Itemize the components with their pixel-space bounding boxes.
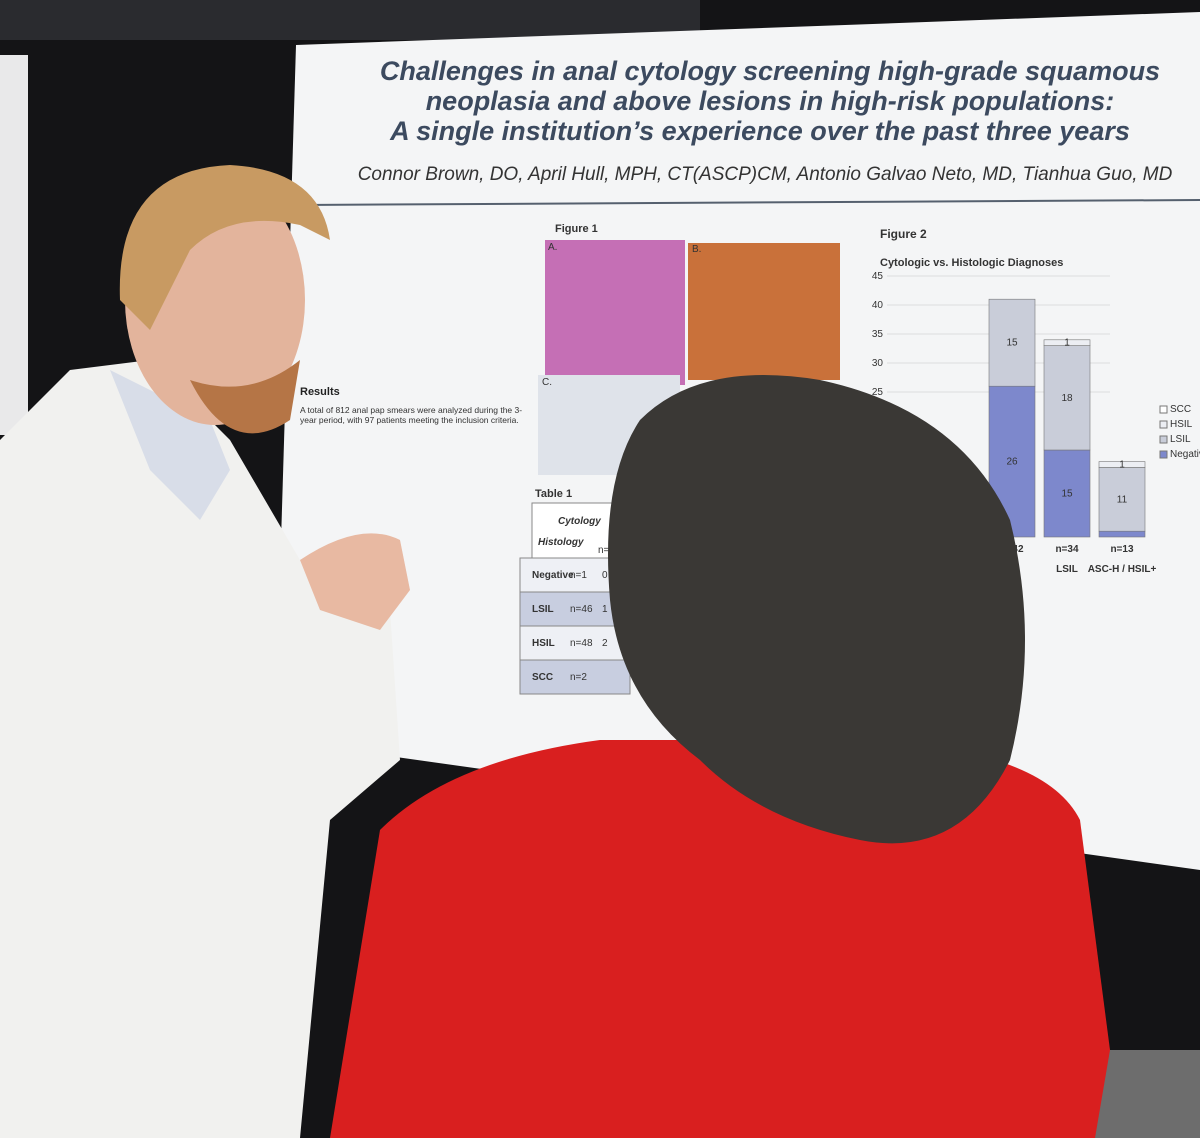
bar-segment [1043, 345, 1091, 451]
side-poster [0, 55, 28, 435]
lab-coat [0, 360, 400, 1138]
y-tick-label: 25 [872, 387, 884, 398]
y-tick-label: 45 [872, 271, 884, 282]
legend-swatch [1159, 420, 1168, 429]
table-cell: 2 [602, 638, 608, 649]
table-label: Table 1 [535, 488, 572, 500]
x-category-name: LSIL [1056, 564, 1078, 575]
bar-segment [1098, 467, 1146, 532]
legend-label: SCC [1170, 404, 1191, 415]
shirt [110, 370, 230, 520]
poster-title: Challenges in anal cytology screening hi… [358, 56, 1173, 185]
value-label: 1 [1119, 460, 1125, 471]
table-row [519, 625, 631, 661]
bar-segment [988, 298, 1036, 387]
table-row [519, 659, 631, 695]
x-category-name: ASC-H / HSIL+ [1088, 564, 1157, 575]
panel-label: C. [542, 377, 552, 388]
panel-label: A. [548, 242, 557, 253]
legend-swatch [1159, 435, 1168, 444]
value-label: 15 [1006, 338, 1018, 349]
chart: 25303540452615n=4215181n=34LSIL111n=13AS… [872, 271, 1200, 575]
table-cell: HSIL [532, 638, 555, 649]
y-tick-label: 30 [872, 358, 884, 369]
y-tick-label: 35 [872, 329, 884, 340]
table-cell: LSIL [532, 604, 554, 615]
title-line: Challenges in anal cytology screening hi… [380, 56, 1160, 86]
value-label: 1 [1064, 338, 1070, 349]
table-cell: n=46 [570, 604, 593, 615]
divider [299, 199, 1200, 206]
authors: Connor Brown, DO, April Hull, MPH, CT(AS… [358, 164, 1173, 185]
chart-title: Cytologic vs. Histologic Diagnoses [880, 257, 1063, 269]
table-cell: 0 [602, 570, 608, 581]
table-cell: Negative [532, 570, 574, 581]
x-tick-label: n=13 [1110, 544, 1134, 555]
results-text-box: A total of 812 anal pap smears were anal… [300, 405, 523, 425]
col-header: Cytology [558, 516, 601, 527]
legend-swatch [1159, 405, 1168, 414]
table-cell: SCC [532, 672, 553, 683]
panel-label: B. [692, 244, 701, 255]
legend-swatch [1159, 450, 1168, 459]
section-heading: Results [300, 386, 340, 398]
beard [190, 360, 300, 434]
value-label: 15 [1061, 489, 1073, 500]
title-line: A single institution’s experience over t… [389, 116, 1130, 146]
people [0, 165, 1110, 1138]
hair [119, 165, 331, 330]
table-cell: n=1 [570, 570, 587, 581]
legend-label: LSIL [1170, 434, 1191, 445]
y-tick-label: 40 [872, 300, 884, 311]
table-cell: n=48 [570, 638, 593, 649]
legend-label: Negative [1170, 449, 1200, 460]
figure-label: Figure 1 [555, 223, 598, 235]
figure-label: Figure 2 [880, 227, 927, 241]
bar-segment [1098, 530, 1146, 538]
table-header-cell [531, 502, 623, 559]
curly-hair [608, 375, 1025, 844]
value-label: 11 [1117, 494, 1128, 505]
value-label: 18 [1061, 393, 1073, 404]
bar-segment [1043, 449, 1091, 538]
hand [300, 533, 410, 630]
legend-label: HSIL [1170, 419, 1193, 430]
table-cell: 1 [602, 604, 608, 615]
ihc-image [688, 243, 840, 380]
value-label: 26 [1006, 457, 1018, 468]
bar-segment [1098, 461, 1146, 468]
red-jacket [330, 740, 1110, 1138]
x-tick-label: n=34 [1055, 544, 1079, 555]
table-cell: n=2 [570, 672, 587, 683]
row-header: Histology [538, 537, 584, 548]
results-text: A total of 812 anal pap smears were anal… [300, 405, 523, 425]
bar-segment [1043, 339, 1091, 346]
frame [0, 0, 700, 40]
histology-image [545, 240, 685, 385]
table-cell: n=3 [598, 545, 615, 556]
title-line: neoplasia and above lesions in high-risk… [426, 86, 1115, 116]
